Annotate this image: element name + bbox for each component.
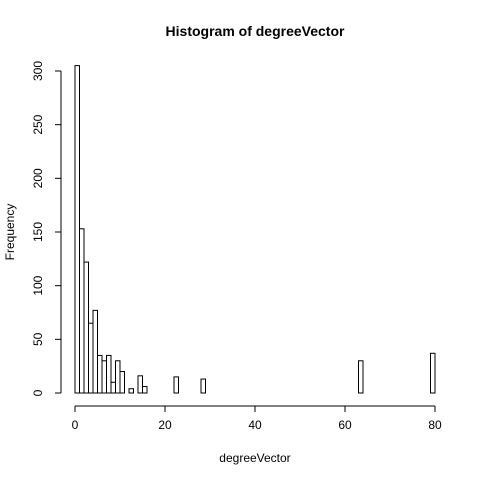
chart-title: Histogram of degreeVector (166, 23, 345, 39)
x-axis-label: degreeVector (219, 451, 290, 465)
histogram-bar (430, 352, 436, 394)
x-tick-label: 0 (72, 418, 79, 432)
histogram-bar (74, 65, 80, 394)
x-tick-label: 40 (248, 418, 262, 432)
y-axis-label: Frequency (3, 204, 17, 261)
y-tick-label: 100 (31, 275, 45, 295)
x-tick-label: 60 (338, 418, 352, 432)
histogram-bar (200, 378, 206, 394)
histogram-bar (142, 386, 148, 394)
x-tick-label: 20 (158, 418, 172, 432)
x-axis: 0 20 40 60 80 (72, 405, 442, 432)
y-tick-label: 250 (31, 114, 45, 134)
y-tick-label: 200 (31, 168, 45, 188)
histogram-bar (101, 360, 107, 394)
histogram-bar (83, 261, 89, 394)
histogram-bar (128, 388, 134, 394)
histogram-bar (79, 228, 85, 394)
y-tick-label: 150 (31, 222, 45, 242)
histogram-bars (74, 65, 436, 394)
y-axis: 0 50 100 150 200 250 300 (31, 61, 62, 396)
histogram-bar (110, 381, 116, 394)
histogram-bar (119, 371, 125, 394)
histogram-bar (92, 309, 98, 394)
histogram-bar (97, 354, 103, 394)
histogram-bar (358, 360, 364, 394)
y-tick-label: 0 (31, 389, 45, 396)
histogram-bar (88, 322, 94, 394)
histogram-bar (115, 360, 121, 394)
histogram-bar (106, 354, 112, 394)
y-tick-label: 300 (31, 61, 45, 81)
histogram-bar (173, 376, 179, 394)
y-tick-label: 50 (31, 332, 45, 346)
x-tick-label: 80 (428, 418, 442, 432)
histogram-bar (137, 375, 143, 394)
